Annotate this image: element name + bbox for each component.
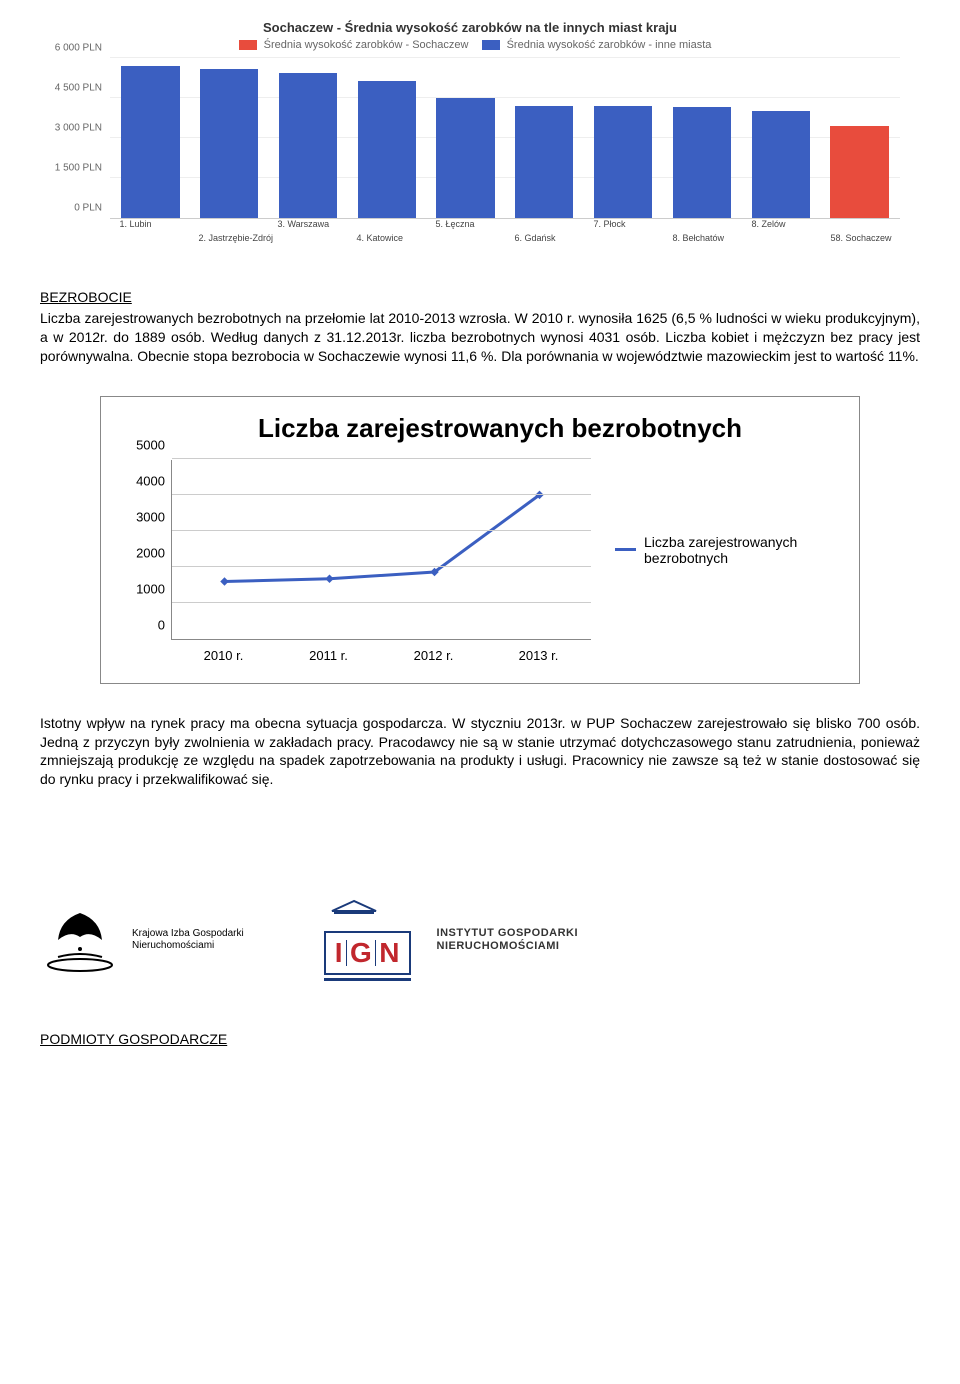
- chart1-ytick: 4 500 PLN: [55, 83, 102, 94]
- chart2-ytick: 4000: [136, 473, 165, 488]
- chart1-title: Sochaczew - Średnia wysokość zarobków na…: [40, 20, 900, 35]
- paragraph-1: Liczba zarejestrowanych bezrobotnych na …: [40, 309, 920, 366]
- kig-text-line2: Nieruchomościami: [132, 940, 244, 952]
- ign-letter-n: N: [376, 937, 402, 969]
- legend-swatch-sochaczew: [239, 40, 257, 50]
- ign-bar: [324, 978, 411, 981]
- ign-letter-i: I: [332, 937, 346, 969]
- chart2-xlabel: 2012 r.: [381, 648, 486, 663]
- chart2-xaxis: 2010 r.2011 r.2012 r.2013 r.: [171, 640, 591, 663]
- chart1-xlabel: 4. Katowice: [357, 233, 404, 243]
- chart1-plot: [110, 59, 900, 219]
- chart1-yaxis: 0 PLN1 500 PLN3 000 PLN4 500 PLN6 000 PL…: [40, 59, 110, 219]
- chart2-ytick: 3000: [136, 509, 165, 524]
- chart2-line-svg: [172, 460, 592, 640]
- ign-logo-icon: I G N: [324, 899, 411, 981]
- chart2-legend-line: [615, 548, 636, 551]
- legend-label-sochaczew: Średnia wysokość zarobków - Sochaczew: [264, 39, 469, 51]
- chart2-ytick: 2000: [136, 545, 165, 560]
- ign-text-line2: NIERUCHOMOŚCIAMI: [437, 940, 579, 953]
- earnings-bar-chart: Sochaczew - Średnia wysokość zarobków na…: [40, 20, 900, 259]
- legend-swatch-other: [482, 40, 500, 50]
- kig-logo-block: Krajowa Izba Gospodarki Nieruchomościami: [40, 905, 244, 975]
- paragraph-2: Istotny wpływ na rynek pracy ma obecna s…: [40, 714, 920, 790]
- kig-logo-icon: [40, 905, 120, 975]
- ign-letter-g: G: [347, 937, 375, 969]
- chart1-ytick: 3 000 PLN: [55, 123, 102, 134]
- chart1-xaxis: 1. Lubin 2. Jastrzębie-Zdrój 3. Warszawa 4.…: [110, 219, 900, 259]
- chart1-xlabel: 8. Zelów: [752, 219, 786, 229]
- ign-logo-text: INSTYTUT GOSPODARKI NIERUCHOMOŚCIAMI: [423, 927, 579, 952]
- chart2-legend: Liczba zarejestrowanych bezrobotnych: [591, 460, 839, 640]
- section-heading-podmioty: PODMIOTY GOSPODARCZE: [40, 1031, 920, 1047]
- chart1-ytick: 0 PLN: [74, 203, 102, 214]
- legend-label-other: Średnia wysokość zarobków - inne miasta: [507, 39, 712, 51]
- chart2-xlabel: 2011 r.: [276, 648, 381, 663]
- chart2-title: Liczba zarejestrowanych bezrobotnych: [161, 413, 839, 444]
- kig-logo-text: Krajowa Izba Gospodarki Nieruchomościami: [132, 928, 244, 952]
- chart1-xlabel: 1. Lubin: [120, 219, 152, 229]
- chart2-ytick: 1000: [136, 581, 165, 596]
- ign-logo-block: I G N INSTYTUT GOSPODARKI NIERUCHOMOŚCIA…: [324, 899, 578, 981]
- ign-text-line1: INSTYTUT GOSPODARKI: [437, 927, 579, 940]
- chart2-yaxis: 010002000300040005000: [121, 460, 171, 640]
- chart1-xlabel: 7. Płock: [594, 219, 626, 229]
- chart1-legend: Średnia wysokość zarobków - Sochaczew Śr…: [40, 39, 900, 51]
- chart1-xlabel: 5. Łęczna: [436, 219, 475, 229]
- chart1-xlabel: 3. Warszawa: [278, 219, 330, 229]
- chart2-xlabel: 2013 r.: [486, 648, 591, 663]
- chart2-xlabel: 2010 r.: [171, 648, 276, 663]
- chart2-ytick: 0: [158, 617, 165, 632]
- chart2-ytick: 5000: [136, 437, 165, 452]
- section-heading-bezrobocie: BEZROBOCIE: [40, 289, 920, 305]
- chart2-legend-label: Liczba zarejestrowanych bezrobotnych: [644, 534, 839, 566]
- chart1-xlabel: 8. Bełchatów: [673, 233, 725, 243]
- kig-text-line1: Krajowa Izba Gospodarki: [132, 928, 244, 940]
- chart1-ytick: 1 500 PLN: [55, 163, 102, 174]
- chart1-ytick: 6 000 PLN: [55, 43, 102, 54]
- chart1-xlabel: 58. Sochaczew: [831, 233, 892, 243]
- chart1-xlabel: 6. Gdańsk: [515, 233, 556, 243]
- chart2-plot: [171, 460, 591, 640]
- logos-row: Krajowa Izba Gospodarki Nieruchomościami…: [40, 899, 920, 981]
- unemployment-line-chart: Liczba zarejestrowanych bezrobotnych 0 10…: [100, 396, 860, 684]
- chart1-xlabel: 2. Jastrzębie-Zdrój: [199, 233, 274, 243]
